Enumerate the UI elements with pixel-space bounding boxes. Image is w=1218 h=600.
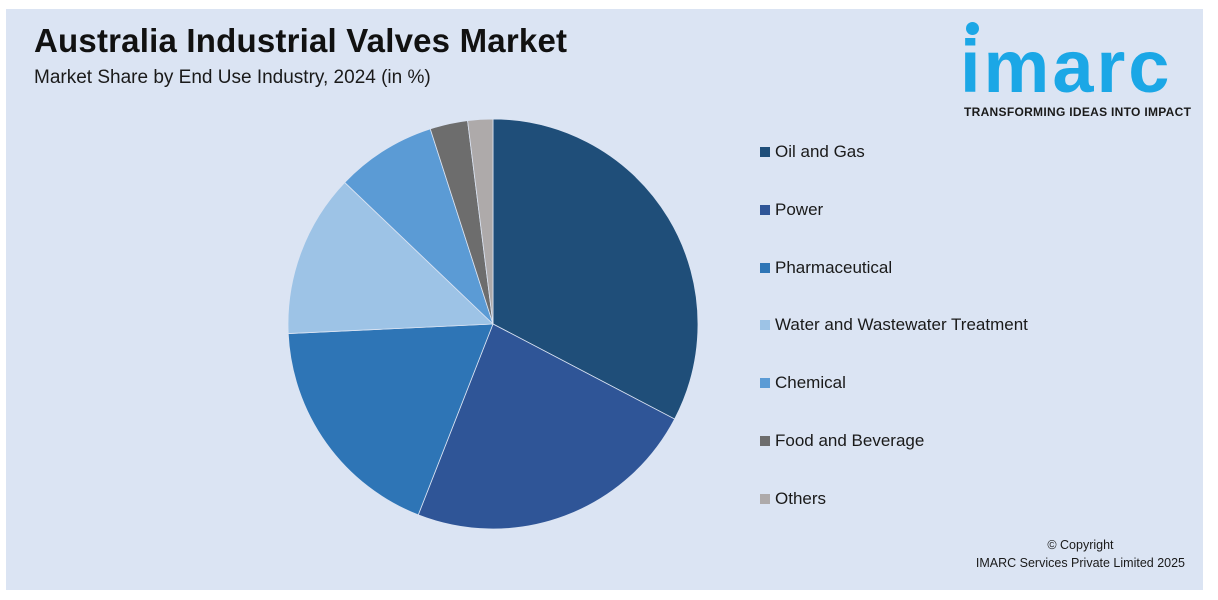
legend-label: Chemical [775,373,846,393]
legend-label: Water and Wastewater Treatment [775,315,1028,335]
pie-slice-others [467,118,494,325]
legend-label: Pharmaceutical [775,257,893,277]
legend-item-oil-and-gas: Oil and Gas [760,140,865,164]
legend-item-food-and-beverage: Food and Beverage [760,429,924,453]
imarc-logo: imarc TRANSFORMING IDEAS INTO IMPACT [960,22,1195,122]
chart-title: Australia Industrial Valves Market [34,22,568,59]
legend-item-others: Others [760,487,826,511]
logo-wordmark: imarc [960,25,1173,108]
pie-slice-power [417,323,676,530]
legend-label: Food and Beverage [775,431,925,450]
legend-label: Others [775,488,827,508]
legend-item-power: Power [760,198,823,222]
copyright-line-2: IMARC Services Private Limited 2025 [975,556,1185,570]
pie-slice-chemical [344,128,494,325]
pie-slice-water-and-wastewater-treatment [287,181,494,334]
legend-swatch [760,204,770,215]
legend-swatch [760,262,770,273]
legend-item-chemical: Chemical [760,371,846,395]
legend-swatch [760,436,770,446]
legend-label: Power [775,199,824,219]
legend-item-water-and-wastewater-treatment: Water and Wastewater Treatment [760,313,1028,337]
logo-tagline: TRANSFORMING IDEAS INTO IMPACT [964,105,1192,119]
legend-swatch [760,493,770,504]
logo-dot-icon [966,22,979,35]
legend-swatch [760,147,770,157]
pie-slice-pharmaceutical [287,323,494,516]
chart-subtitle: Market Share by End Use Industry, 2024 (… [34,67,431,88]
legend-swatch [760,320,770,331]
copyright-line-1: © Copyright [1047,538,1114,552]
copyright-notice: © Copyright IMARC Services Private Limit… [976,536,1185,572]
pie-slice-oil-and-gas [492,118,699,420]
legend-label: Oil and Gas [775,142,865,161]
legend-item-pharmaceutical: Pharmaceutical [760,256,892,280]
legend-swatch [760,378,770,389]
